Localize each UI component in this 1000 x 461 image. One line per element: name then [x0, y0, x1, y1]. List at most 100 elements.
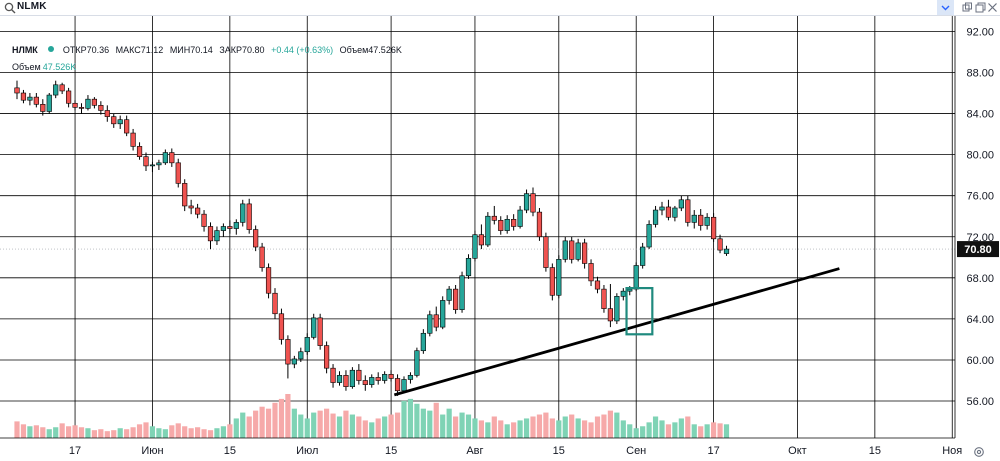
- search-icon[interactable]: [3, 1, 17, 15]
- legend-change: +0.44 (+0.63%): [271, 45, 334, 55]
- candle-body: [369, 377, 375, 385]
- candle-body: [523, 193, 530, 211]
- volume-value: 47.526K: [42, 62, 77, 72]
- price-tick-label: 88.00: [966, 67, 994, 79]
- volume-bar: [46, 429, 52, 438]
- candle-body: [691, 214, 697, 223]
- volume-bar: [394, 412, 401, 438]
- volume-bar: [214, 428, 220, 438]
- legend-high: МАКС71.12: [115, 45, 164, 55]
- volume-bar: [14, 421, 20, 438]
- volume-bar: [124, 429, 130, 438]
- volume-bar: [343, 410, 349, 438]
- candle-body: [465, 258, 472, 277]
- candle-body: [382, 374, 388, 381]
- volume-bar: [440, 414, 446, 438]
- volume-bar: [324, 408, 330, 438]
- volume-bar: [98, 429, 104, 438]
- price-tick-label: 92.00: [966, 26, 994, 38]
- candle-body: [66, 90, 72, 104]
- volume-bar: [311, 412, 317, 438]
- candle-body: [265, 267, 272, 294]
- volume-bar: [491, 416, 497, 438]
- candle-body: [233, 222, 239, 229]
- candle-body: [91, 98, 97, 106]
- volume-bar: [40, 427, 46, 438]
- candle-body: [85, 98, 91, 109]
- candle-body: [169, 152, 175, 164]
- volume-bar: [704, 424, 710, 438]
- price-tick-label: 56.00: [966, 396, 994, 408]
- volume-bar: [201, 429, 207, 438]
- volume-bar: [59, 423, 65, 438]
- volume-bar: [278, 398, 285, 438]
- candle-body: [53, 84, 59, 96]
- candle-body: [491, 215, 497, 221]
- volume-bar: [304, 418, 310, 438]
- volume-bar: [543, 412, 549, 438]
- close-icon[interactable]: [987, 2, 998, 13]
- candle-body: [14, 87, 20, 94]
- candle-body: [420, 332, 426, 352]
- candle-body: [394, 378, 401, 392]
- candle-body: [220, 226, 227, 231]
- candle-body: [40, 104, 46, 112]
- volume-bar: [723, 424, 730, 438]
- chart-grid: [0, 16, 955, 438]
- copy-icon[interactable]: [962, 2, 973, 13]
- volume-bar: [498, 420, 504, 438]
- volume-bar: [20, 424, 27, 438]
- candle-body: [678, 199, 684, 209]
- candle-body: [485, 215, 491, 246]
- candle-body: [330, 367, 336, 383]
- candle-body: [504, 218, 510, 231]
- candle-body: [285, 339, 291, 365]
- candle-body: [311, 317, 317, 338]
- price-chart[interactable]: 56.00 60.00 64.00 68.00 72.00 76.00 80.00 84.00…: [0, 16, 1000, 461]
- candle-body: [511, 218, 517, 227]
- candle-body: [136, 146, 143, 157]
- gear-icon[interactable]: [973, 446, 985, 458]
- candle-body: [472, 234, 478, 259]
- candle-body: [530, 193, 536, 213]
- candle-body: [72, 102, 78, 108]
- candle-body: [659, 206, 665, 211]
- candle-body: [46, 94, 52, 112]
- candle-body: [581, 242, 588, 264]
- volume-bar: [640, 426, 646, 438]
- candle-body: [407, 375, 414, 380]
- candle-body: [446, 288, 452, 301]
- legend-close: ЗАКР70.80: [219, 45, 265, 55]
- time-tick-label: 17: [707, 445, 719, 457]
- volume-bar: [652, 416, 659, 438]
- volume-bar: [401, 400, 407, 438]
- volume-bar: [91, 430, 97, 438]
- volume-bar: [575, 418, 581, 438]
- symbol-dropdown-button[interactable]: [937, 0, 954, 15]
- volume-bar: [685, 416, 691, 438]
- volume-bar: [504, 424, 510, 438]
- volume-bar: [220, 426, 226, 438]
- restore-icon[interactable]: [975, 2, 986, 13]
- candle-body: [575, 242, 581, 260]
- legend-low: МИН70.14: [169, 45, 213, 55]
- candle-body: [317, 317, 323, 346]
- symbol-search-input[interactable]: NLMK: [17, 1, 47, 12]
- candle-body: [149, 164, 156, 167]
- volume-bar: [698, 426, 704, 438]
- candle-body: [124, 119, 130, 134]
- candle-body: [78, 107, 85, 109]
- volume-bar: [420, 408, 426, 438]
- legend-symbol[interactable]: НЛМК: [12, 45, 38, 55]
- volume-bar: [459, 412, 465, 438]
- volume-bar: [265, 408, 272, 438]
- candle-body: [104, 110, 110, 117]
- candle-body: [175, 162, 181, 184]
- volume-bar: [240, 412, 246, 438]
- time-tick-label: Авг: [466, 445, 483, 457]
- volume-bar: [414, 403, 420, 438]
- candle-body: [362, 380, 368, 385]
- volume-legend[interactable]: Объем 47.526K: [12, 62, 76, 72]
- volume-bar: [227, 424, 233, 438]
- volume-bar: [188, 428, 194, 438]
